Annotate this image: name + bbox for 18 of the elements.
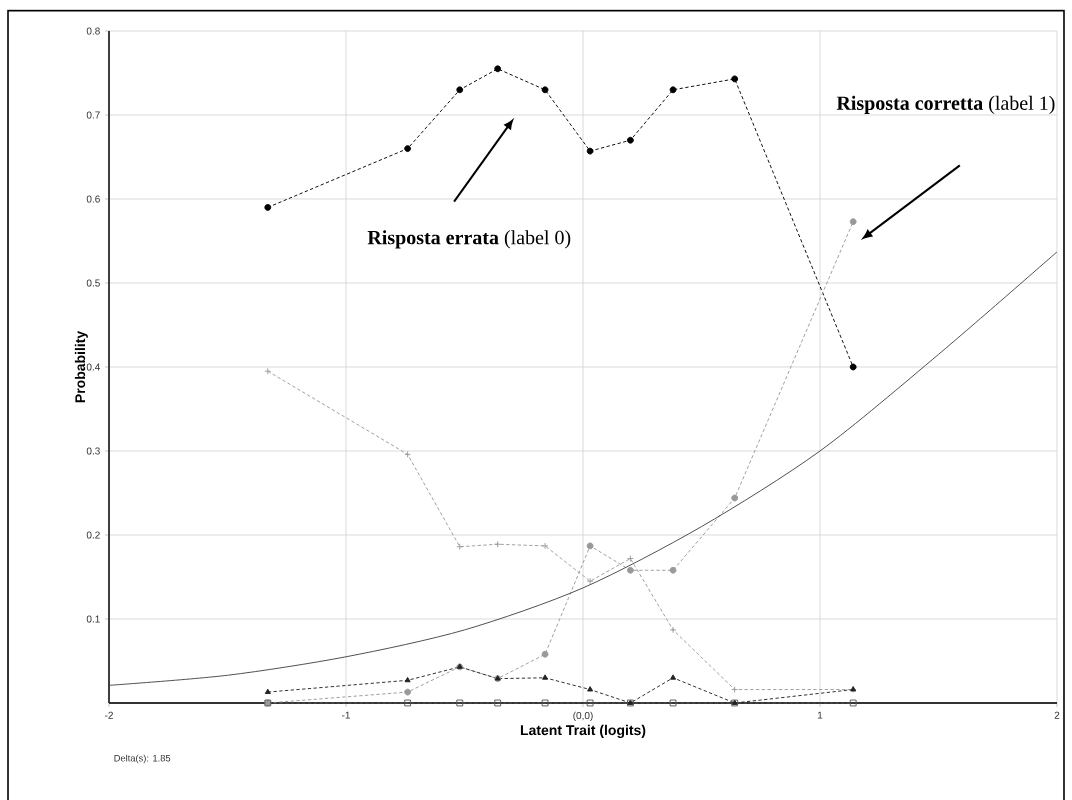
y-tick-label: 0.4 xyxy=(86,363,100,371)
x-tick-label: 2 xyxy=(1054,711,1060,719)
x-tick-label: (0,0) xyxy=(573,711,593,722)
y-tick-label: 0.7 xyxy=(86,111,100,119)
y-axis-title: Probability xyxy=(74,330,88,403)
y-tick-label: 0.5 xyxy=(86,279,100,287)
annotation: Risposta corretta (label 1) xyxy=(836,95,1055,114)
x-tick-label: -1 xyxy=(342,711,350,719)
y-tick-label: 0.2 xyxy=(86,531,100,539)
y-tick-label: 0.1 xyxy=(86,615,100,623)
y-tick-label: 0.3 xyxy=(86,447,100,455)
x-tick-label: -2 xyxy=(105,711,113,719)
y-tick-label: 0.8 xyxy=(86,27,100,35)
x-axis-title: Latent Trait (logits) xyxy=(520,724,646,738)
text: Delta(s): 1.85 xyxy=(114,754,171,764)
y-tick-label: 0.6 xyxy=(86,195,100,203)
annotation: Risposta errata (label 0) xyxy=(367,230,571,249)
x-tick-label: 1 xyxy=(817,711,823,719)
